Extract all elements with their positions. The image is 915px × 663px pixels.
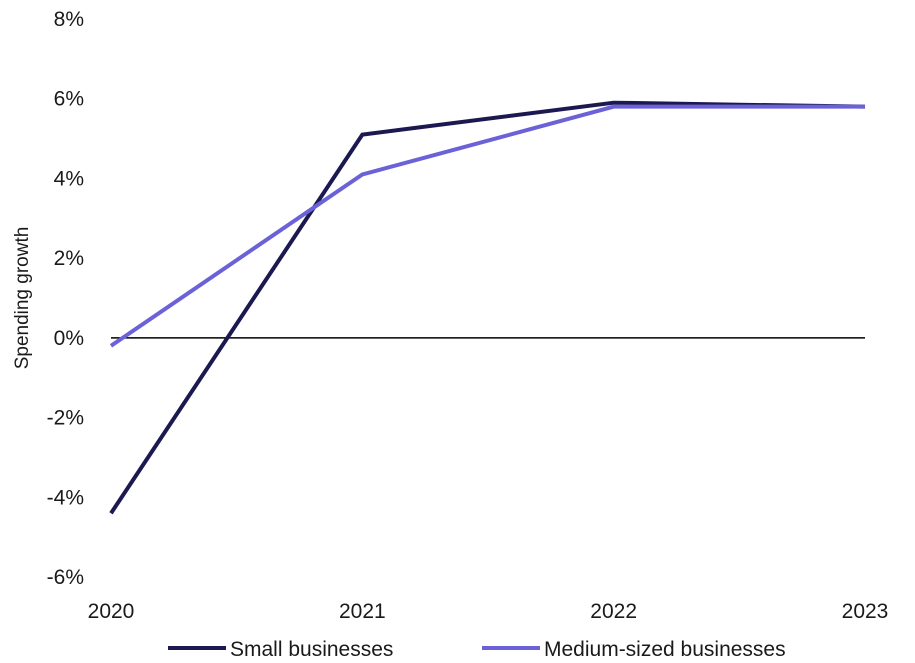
x-tick-label: 2020 bbox=[88, 600, 135, 623]
y-tick-label: -2% bbox=[47, 407, 84, 430]
x-axis-ticks: 2020 2021 2022 2023 bbox=[88, 600, 889, 623]
y-tick-label: 8% bbox=[54, 8, 84, 31]
x-tick-label: 2022 bbox=[590, 600, 637, 623]
y-tick-label: 4% bbox=[54, 167, 84, 190]
y-tick-label: 0% bbox=[54, 327, 84, 350]
series-line bbox=[109, 100, 866, 515]
y-tick-label: 6% bbox=[54, 88, 84, 111]
series-0 bbox=[109, 100, 866, 515]
y-tick-label: -6% bbox=[47, 566, 84, 589]
x-tick-label: 2021 bbox=[339, 600, 386, 623]
series-lines bbox=[109, 100, 866, 515]
y-axis-ticks: 8% 6% 4% 2% 0% -2% -4% -6% bbox=[47, 8, 84, 589]
legend-item: Medium-sized businesses bbox=[482, 638, 786, 661]
y-tick-label: 2% bbox=[54, 247, 84, 270]
series-line bbox=[109, 104, 865, 348]
legend-label: Medium-sized businesses bbox=[544, 638, 786, 661]
x-tick-label: 2023 bbox=[842, 600, 889, 623]
y-axis-label: Spending growth bbox=[12, 227, 33, 370]
legend: Small businesses Medium-sized businesses bbox=[168, 638, 786, 661]
y-tick-label: -4% bbox=[47, 486, 84, 509]
legend-label: Small businesses bbox=[230, 638, 393, 661]
legend-item: Small businesses bbox=[168, 638, 393, 661]
series-1 bbox=[109, 104, 866, 348]
